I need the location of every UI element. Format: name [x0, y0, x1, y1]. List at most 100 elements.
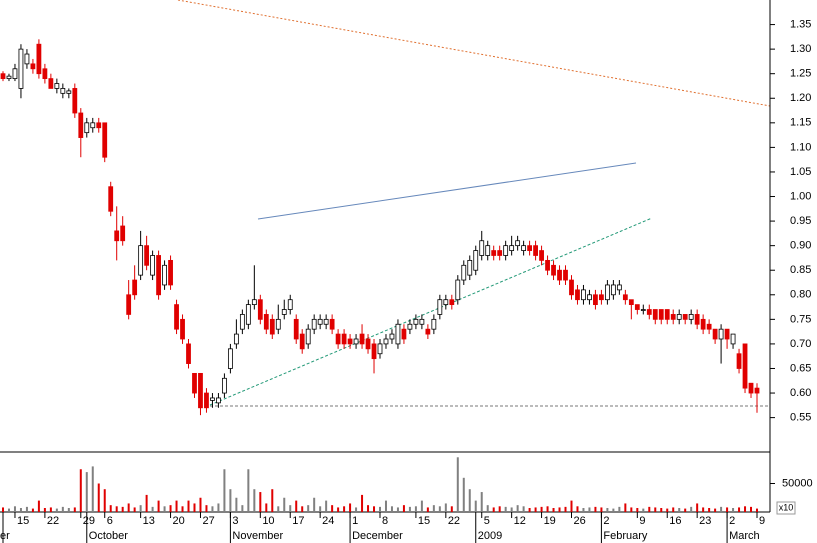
volume-bar	[43, 508, 46, 512]
volume-bar	[570, 500, 573, 512]
month-label: er	[0, 530, 10, 542]
candle-body	[108, 186, 114, 212]
candle-body	[263, 314, 269, 330]
candle-body	[593, 294, 598, 306]
candle-body	[84, 122, 90, 134]
volume-bar	[756, 508, 758, 512]
candle-body	[54, 83, 60, 89]
volume-bar	[379, 506, 381, 512]
volume-bar	[193, 503, 196, 512]
candle-body	[6, 75, 12, 80]
y-tick-label: 0.90	[790, 240, 811, 252]
x-tick-label: 15	[17, 515, 29, 527]
candle-body	[443, 299, 449, 306]
volume-bar	[558, 507, 561, 512]
x-tick-label: 27	[202, 515, 214, 527]
candle-body	[144, 245, 150, 266]
x-tick-label: 23	[699, 515, 711, 527]
candle-body	[545, 259, 550, 271]
volume-bar	[612, 508, 615, 512]
candle-body	[198, 372, 203, 409]
volume-bar	[606, 508, 609, 512]
candle-body	[299, 333, 305, 350]
volume-bar	[648, 506, 651, 512]
y-tick-label: 0.80	[790, 289, 811, 301]
volume-bar	[732, 508, 735, 512]
volume-bar	[355, 507, 358, 512]
candle-body	[682, 314, 688, 320]
x-tick-label: 15	[418, 515, 430, 527]
volume-bar	[498, 506, 501, 512]
candle-body	[742, 343, 748, 389]
y-tick-label: 0.70	[790, 338, 811, 350]
volume-bar	[696, 503, 699, 512]
volume-bar	[750, 506, 753, 512]
volume-bar	[654, 507, 657, 512]
volume-bar	[432, 505, 435, 512]
candle-body	[72, 88, 78, 114]
candle-body	[694, 314, 700, 325]
candle-body	[192, 372, 197, 394]
candle-body	[186, 343, 191, 364]
volume-bar	[295, 500, 298, 512]
candle-body	[706, 323, 712, 330]
y-tick-label: 0.95	[790, 215, 811, 227]
candle-body	[604, 284, 610, 301]
volume-bar	[636, 508, 639, 512]
volume-bar	[169, 505, 172, 512]
candle-body	[587, 294, 592, 301]
x-tick-label: 22	[47, 515, 59, 527]
volume-bar	[510, 507, 513, 512]
candle-body	[311, 318, 317, 330]
candle-body	[640, 309, 646, 311]
candle-body	[467, 259, 473, 276]
candle-body	[323, 318, 329, 325]
candle-body	[335, 333, 341, 345]
volume-bar	[73, 507, 76, 512]
candle-body	[664, 309, 670, 320]
x-tick-label: 9	[759, 515, 765, 527]
x-tick-label: 29	[83, 515, 95, 527]
y-tick-label: 0.55	[790, 412, 811, 424]
volume-bar	[390, 506, 393, 512]
candle-body	[30, 63, 36, 70]
candle-body	[329, 318, 335, 330]
candle-body	[281, 309, 287, 315]
x-tick-label: 19	[544, 515, 556, 527]
volume-bar	[666, 508, 669, 512]
x-tick-label: 8	[382, 515, 388, 527]
volume-bar	[223, 469, 226, 512]
volume-bar	[229, 489, 232, 512]
candle-body	[652, 309, 658, 320]
candle-body	[126, 294, 132, 315]
candle-body	[239, 314, 245, 330]
candle-body	[527, 245, 533, 251]
candle-body	[251, 299, 257, 306]
candle-body	[700, 318, 706, 330]
x-tick-label: 17	[292, 515, 304, 527]
volume-bar	[600, 507, 603, 512]
volume-bar	[504, 506, 507, 512]
volume-bar	[672, 507, 675, 512]
y-tick-label: 0.60	[790, 387, 811, 399]
candle-body	[754, 387, 760, 394]
x-tick-label: 12	[514, 515, 526, 527]
volume-bar	[151, 506, 154, 512]
candle-body	[174, 304, 179, 330]
volume-bar	[325, 500, 328, 512]
volume-bar	[408, 506, 411, 512]
volume-bar	[331, 505, 334, 512]
candle-body	[688, 314, 694, 320]
volume-bar	[720, 506, 723, 512]
candle-body	[515, 240, 521, 247]
volume-bar	[31, 508, 34, 512]
candle-body	[497, 250, 503, 256]
candle-body	[287, 299, 293, 310]
volume-bar	[313, 497, 316, 512]
x-tick-label: 24	[322, 515, 334, 527]
volume-bar	[139, 505, 142, 512]
candle-body	[156, 255, 161, 296]
volume-bar	[588, 507, 591, 512]
volume-bar	[187, 500, 190, 512]
